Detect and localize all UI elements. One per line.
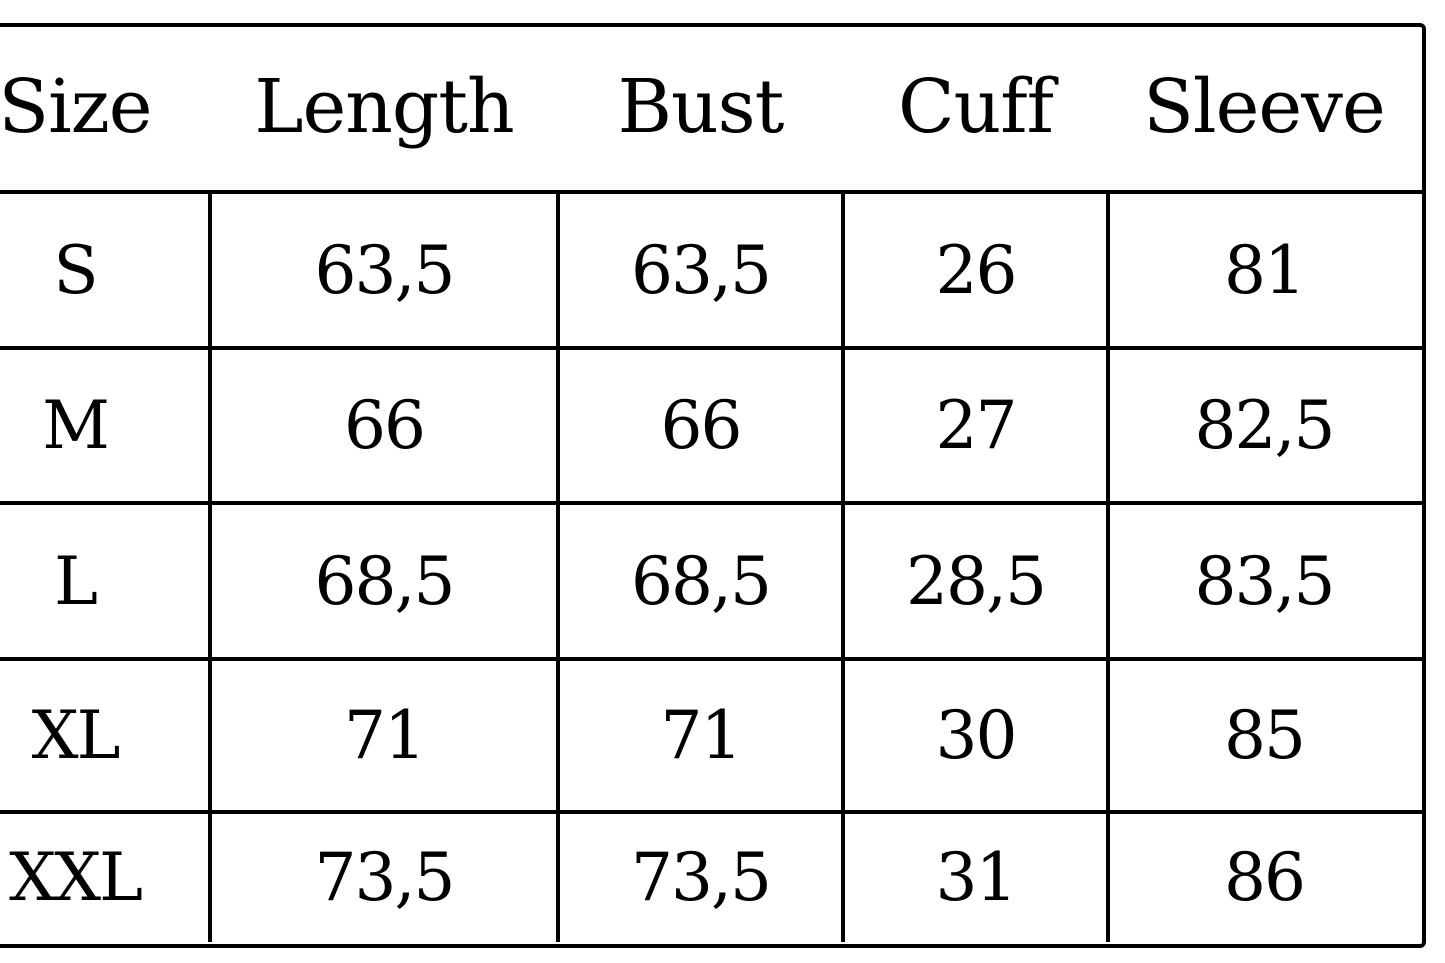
row-divider bbox=[0, 346, 1422, 350]
table-cell: 26 bbox=[935, 231, 1018, 309]
table-cell: 81 bbox=[1224, 231, 1306, 309]
table-cell: 30 bbox=[935, 697, 1018, 774]
table-cell: 73,5 bbox=[314, 838, 456, 916]
row-divider bbox=[0, 810, 1422, 814]
table-cell: 66 bbox=[660, 387, 743, 464]
size-label: L bbox=[54, 542, 98, 620]
table-cell: 28,5 bbox=[906, 542, 1047, 620]
column-header: Bust bbox=[617, 64, 785, 150]
size-label: XL bbox=[31, 697, 121, 774]
table-cell: 31 bbox=[935, 838, 1018, 916]
table-cell: 66 bbox=[344, 387, 426, 464]
table-cell: 71 bbox=[344, 697, 426, 774]
table-cell: 71 bbox=[660, 697, 743, 774]
row-divider bbox=[0, 657, 1422, 661]
row-divider bbox=[0, 501, 1422, 505]
size-label: M bbox=[42, 387, 110, 464]
table-cell: 63,5 bbox=[314, 231, 456, 309]
size-label: XXL bbox=[9, 838, 143, 916]
table-cell: 68,5 bbox=[631, 542, 772, 620]
row-divider bbox=[0, 190, 1422, 194]
table-cell: 86 bbox=[1224, 838, 1306, 916]
table-cell: 73,5 bbox=[631, 838, 772, 916]
table-cell: 63,5 bbox=[631, 231, 772, 309]
column-header: Size bbox=[0, 64, 153, 150]
table-cell: 68,5 bbox=[314, 542, 456, 620]
table-cell: 85 bbox=[1224, 697, 1306, 774]
column-divider bbox=[208, 192, 212, 942]
table-cell: 27 bbox=[935, 387, 1018, 464]
column-divider bbox=[556, 192, 560, 942]
column-header: Cuff bbox=[897, 64, 1054, 150]
column-header: Sleeve bbox=[1143, 64, 1386, 150]
table-border bbox=[0, 23, 1426, 948]
table-cell: 83,5 bbox=[1194, 542, 1336, 620]
column-header: Length bbox=[254, 64, 514, 150]
column-divider bbox=[1106, 192, 1110, 942]
column-divider bbox=[841, 192, 845, 942]
size-label: S bbox=[53, 231, 98, 309]
table-cell: 82,5 bbox=[1194, 387, 1336, 464]
